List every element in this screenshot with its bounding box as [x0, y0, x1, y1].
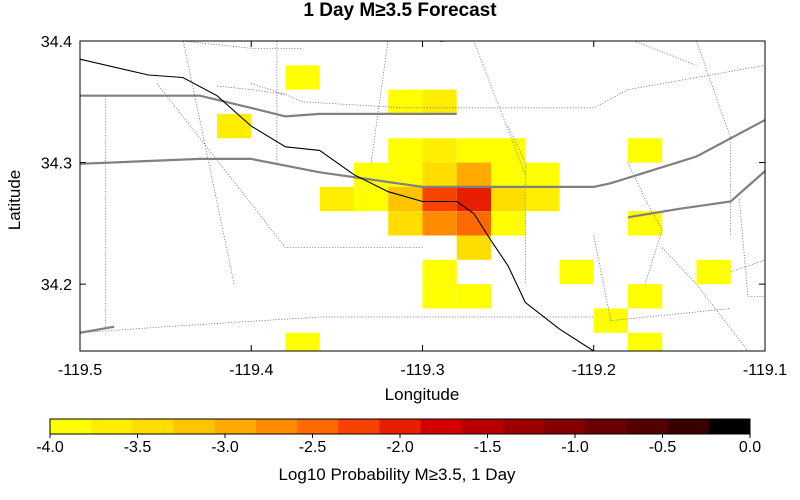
boundary-line — [593, 235, 731, 321]
probability-cell — [319, 186, 354, 212]
colorbar-segment — [255, 419, 298, 434]
boundary-line — [439, 41, 526, 175]
probability-cell — [491, 211, 526, 236]
boundary-line — [696, 41, 732, 236]
colorbar-segment — [626, 419, 668, 434]
colorbar-tick-label: -2.5 — [299, 439, 327, 456]
y-tick-label: 34.3 — [41, 156, 72, 173]
x-tick-label: -119.2 — [572, 362, 616, 379]
probability-cell — [422, 284, 457, 309]
probability-cell — [696, 259, 731, 285]
probability-cell — [422, 211, 457, 236]
probability-cell — [388, 186, 423, 212]
probability-cell — [456, 284, 491, 309]
probability-cell — [525, 186, 560, 212]
colorbar-segment — [544, 419, 586, 434]
x-tick-label: -119.4 — [229, 362, 273, 379]
probability-cell — [628, 284, 663, 309]
probability-cell — [285, 332, 320, 351]
x-axis-label: Longitude — [385, 385, 460, 404]
probability-cell — [388, 211, 423, 236]
probability-cell — [491, 186, 526, 212]
colorbar-segment — [173, 419, 216, 434]
boundary-line — [80, 316, 594, 334]
colorbar-tick-label: -3.0 — [211, 439, 239, 456]
road-line — [439, 41, 452, 43]
colorbar-tick-label: -3.5 — [124, 439, 152, 456]
boundary-line — [216, 85, 286, 95]
colorbar-segment — [420, 419, 463, 434]
probability-cell — [559, 259, 594, 285]
probability-cell — [422, 259, 457, 285]
colorbar-tick-label: -1.5 — [474, 439, 502, 456]
colorbar-segment — [667, 419, 710, 434]
colorbar-segment — [214, 419, 257, 434]
x-tick-label: -119.5 — [58, 362, 102, 379]
probability-cell — [456, 186, 491, 212]
probability-cell — [422, 162, 457, 187]
probability-cell — [388, 89, 423, 114]
boundary-line — [633, 41, 697, 66]
probability-cells — [217, 65, 731, 351]
y-axis: 34.4 34.3 34.2 — [41, 34, 765, 294]
colorbar-tick-label: 0.0 — [739, 439, 761, 456]
road-line — [80, 94, 457, 118]
boundary-line — [182, 41, 235, 285]
colorbar-segment — [379, 419, 421, 434]
colorbar-segment — [132, 419, 174, 434]
y-tick-label: 34.4 — [41, 34, 72, 51]
probability-cell — [491, 162, 526, 187]
probability-cell — [285, 65, 320, 90]
map-title: 1 Day M≥3.5 Forecast — [303, 0, 497, 21]
probability-cell — [422, 138, 457, 163]
boundary-line — [730, 259, 765, 273]
colorbar-segment — [338, 419, 380, 434]
boundary-line — [251, 64, 765, 109]
map-lines — [80, 41, 765, 351]
x-tick-label: -119.3 — [400, 362, 444, 379]
boundary-line — [156, 83, 423, 249]
probability-cell — [628, 138, 663, 163]
colorbar-tick-label: -4.0 — [36, 439, 64, 456]
boundary-line — [627, 162, 663, 285]
colorbar-segment — [50, 419, 92, 434]
probability-cell — [388, 138, 423, 163]
road-line — [80, 325, 115, 334]
probability-cell — [422, 186, 457, 212]
probability-cell — [422, 89, 457, 114]
colorbar-label: Log10 Probability M≥3.5, 1 Day — [278, 465, 516, 484]
colorbar: -4.0 -3.5 -3.0 -2.5 -2.0 -1.5 -1.0 -0.5 0.0 — [36, 418, 761, 456]
probability-cell — [491, 138, 526, 163]
y-axis-label: Latitude — [5, 170, 24, 231]
colorbar-segment — [502, 419, 545, 434]
probability-cell — [456, 162, 491, 187]
road-line — [80, 119, 765, 188]
boundary-line — [738, 198, 765, 297]
colorbar-segment — [91, 419, 133, 434]
x-axis: -119.5 -119.4 -119.3 -119.2 -119.1 — [58, 41, 787, 379]
colorbar-tick-label: -0.5 — [649, 439, 677, 456]
colorbar-segment — [708, 419, 751, 434]
colorbar-segment — [585, 419, 627, 434]
probability-cell — [217, 113, 252, 139]
x-tick-label: -119.1 — [743, 362, 787, 379]
probability-cell — [354, 186, 389, 212]
road-line — [627, 170, 765, 219]
probability-cell — [525, 162, 560, 187]
boundary-line — [182, 41, 303, 49]
probability-cell — [628, 332, 663, 351]
y-tick-label: 34.2 — [41, 277, 72, 294]
probability-cell — [456, 235, 491, 260]
coastline — [80, 58, 594, 351]
boundary-line — [507, 125, 526, 285]
boundary-line — [370, 41, 389, 163]
probability-cell — [456, 138, 491, 163]
colorbar-tick-label: -2.0 — [386, 439, 414, 456]
colorbar-segment — [297, 419, 339, 434]
colorbar-segment — [461, 419, 504, 434]
colorbar-tick-label: -1.0 — [561, 439, 589, 456]
